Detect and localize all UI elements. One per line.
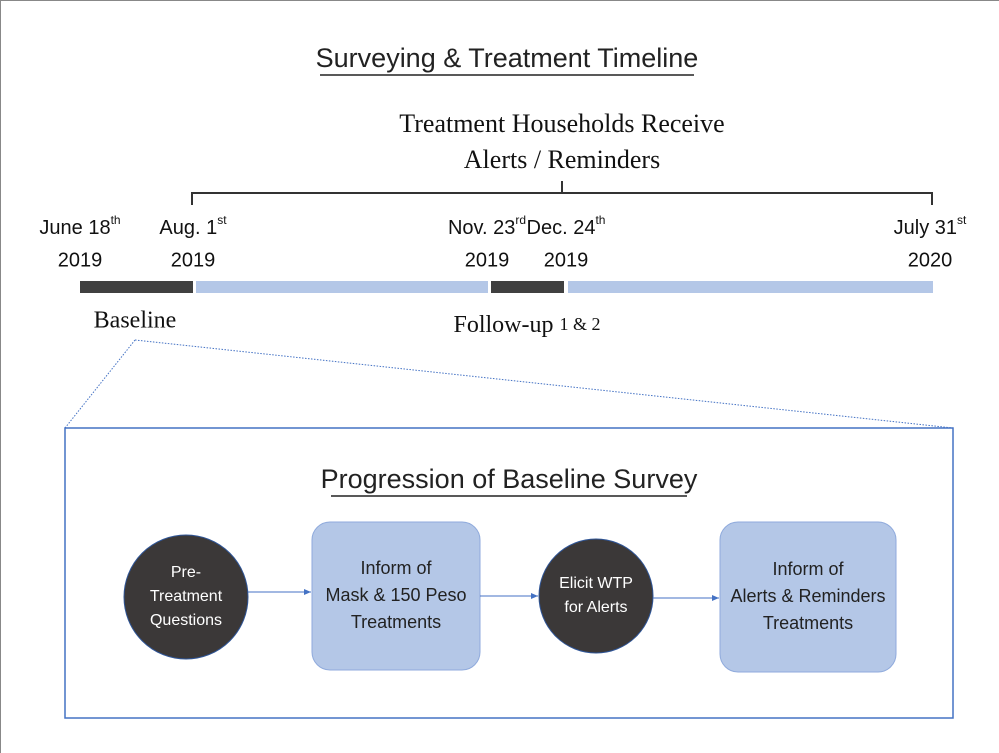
- date-day-text: Dec. 24: [527, 217, 596, 239]
- followup-text: Follow-up: [453, 312, 553, 338]
- survey-box: [64, 427, 954, 719]
- date-year: 2020: [908, 249, 953, 271]
- step-label: Alerts & Reminders: [730, 586, 885, 606]
- followup-bar: [491, 281, 564, 293]
- treatment-label: Treatment Households Receive: [399, 109, 724, 138]
- date-day-text: July 31: [894, 217, 957, 239]
- date-year: 2019: [58, 249, 103, 271]
- baseline-bar: [80, 281, 193, 293]
- date-day-text: June 18: [39, 217, 110, 239]
- date-day: June 18th: [39, 213, 120, 239]
- step-label: Treatments: [763, 613, 853, 633]
- step-label: Elicit WTP: [559, 575, 633, 592]
- step-label: Treatments: [351, 612, 441, 632]
- followup-rounds: 1 & 2: [560, 314, 601, 334]
- date-suffix: st: [957, 213, 967, 227]
- alerts-bar: [196, 281, 488, 293]
- treatment-label: Alerts / Reminders: [464, 145, 660, 174]
- zoom-line: [134, 339, 954, 429]
- date-day-text: Nov. 23: [448, 217, 515, 239]
- date-year: 2019: [171, 249, 216, 271]
- step-label: for Alerts: [564, 599, 627, 616]
- date-suffix: th: [111, 213, 121, 227]
- step-circle: [538, 538, 654, 654]
- date-year: 2019: [544, 249, 589, 271]
- date-day: Aug. 1st: [159, 213, 227, 239]
- date-suffix: th: [595, 213, 605, 227]
- step-label: Questions: [150, 612, 222, 629]
- step-label: Treatment: [150, 588, 223, 605]
- date-day: Dec. 24th: [527, 213, 606, 239]
- zoom-line: [64, 339, 136, 429]
- step-label: Inform of: [772, 559, 844, 579]
- steps: Pre- Treatment Questions Inform of Mask & 15…: [150, 558, 886, 633]
- date-suffix: rd: [515, 213, 526, 227]
- step-label: Pre-: [171, 564, 201, 581]
- followup-label: Follow-up 1 & 2: [453, 312, 600, 338]
- title: Surveying & Treatment Timeline: [316, 43, 699, 73]
- date-day: Nov. 23rd: [448, 213, 526, 239]
- survey-title: Progression of Baseline Survey: [321, 464, 698, 494]
- date-year: 2019: [465, 249, 510, 271]
- alerts-bar: [568, 281, 933, 293]
- step-label: Inform of: [360, 558, 432, 578]
- step-label: Mask & 150 Peso: [325, 585, 466, 605]
- date-suffix: st: [217, 213, 227, 227]
- baseline-label: Baseline: [94, 308, 177, 334]
- date-day: July 31st: [894, 213, 967, 239]
- step-circle: [123, 534, 249, 660]
- bracket: [191, 181, 933, 205]
- date-day-text: Aug. 1: [159, 217, 217, 239]
- step-box: [719, 521, 897, 673]
